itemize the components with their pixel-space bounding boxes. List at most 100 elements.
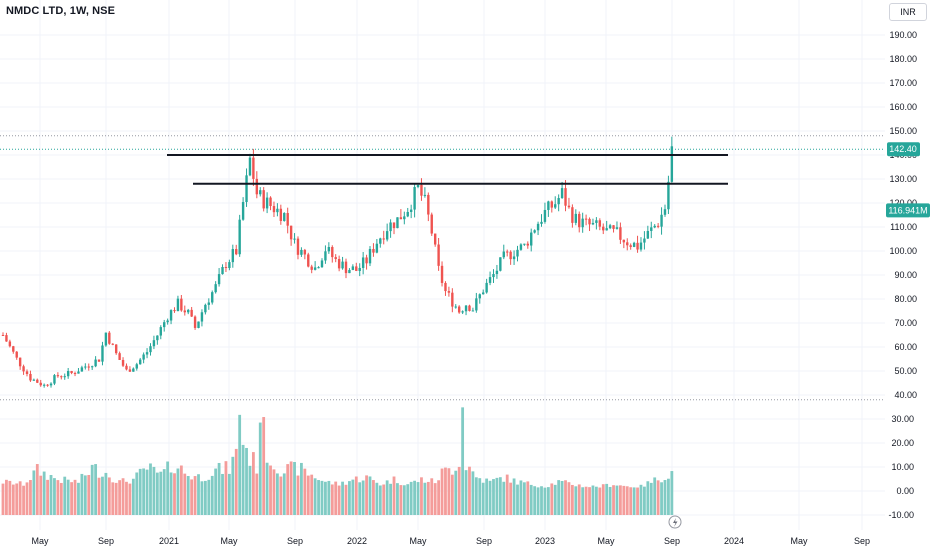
volume-bar: [77, 482, 80, 515]
volume-bar: [461, 407, 465, 515]
volume-bar: [317, 480, 320, 515]
candle-body: [228, 262, 231, 269]
candle-body: [111, 343, 114, 345]
volume-bar: [564, 480, 567, 515]
volume-bar: [570, 484, 574, 515]
candle-body: [32, 379, 36, 381]
volume-bar: [42, 471, 46, 515]
candle-body: [629, 245, 632, 247]
candle-body: [135, 364, 138, 369]
candle-body: [166, 320, 169, 323]
candle-body: [252, 157, 255, 179]
volume-bar: [608, 486, 612, 515]
time-tick-label: 2024: [724, 536, 744, 546]
candle-body: [526, 243, 529, 246]
price-tick-label: 100.00: [889, 246, 917, 256]
candle-body: [444, 282, 447, 292]
volume-bar: [378, 485, 382, 515]
candle-body: [211, 292, 214, 303]
volume-bar: [324, 481, 327, 515]
volume-bar: [276, 473, 279, 515]
volume-bar: [485, 478, 489, 515]
volume-bar: [200, 481, 204, 515]
volume-bar: [63, 476, 67, 515]
volume-bar: [286, 464, 290, 515]
candle-body: [303, 249, 307, 255]
candle-body: [430, 214, 433, 234]
volume-bar: [245, 447, 248, 515]
volume-bar: [351, 479, 355, 515]
candle-body: [447, 291, 451, 293]
volume-bar: [522, 482, 526, 515]
volume-bar: [632, 487, 636, 515]
candle-body: [114, 344, 118, 354]
volume-bar: [344, 484, 348, 515]
volume-bar: [474, 477, 478, 515]
volume-tick-label: 0.00: [896, 486, 914, 496]
volume-bar: [605, 483, 609, 515]
volume-bar: [454, 470, 458, 515]
volume-bar: [478, 478, 482, 515]
volume-bar: [402, 485, 406, 515]
volume-bar: [396, 483, 399, 515]
volume-bar: [526, 481, 530, 515]
volume-bar: [162, 469, 166, 515]
candle-body: [94, 359, 97, 367]
volume-bar: [1, 483, 5, 515]
volume-bar: [399, 485, 403, 515]
price-tick-label: 50.00: [894, 366, 917, 376]
currency-button[interactable]: INR: [889, 3, 927, 21]
volume-bar: [646, 481, 650, 515]
candle-body: [22, 366, 25, 372]
candle-body: [60, 376, 63, 378]
candle-body: [379, 238, 382, 244]
candle-body: [97, 359, 101, 362]
time-tick-label: 2022: [347, 536, 367, 546]
candle-body: [149, 346, 152, 353]
price-tick-label: 130.00: [889, 174, 917, 184]
candle-body: [190, 309, 193, 317]
last-volume-label: 116.941M: [888, 205, 927, 215]
volume-bar: [94, 464, 98, 515]
volume-bar: [406, 484, 410, 515]
candle-body: [334, 257, 337, 260]
candle-body: [567, 205, 571, 208]
volume-bars: [1, 407, 674, 515]
volume-bar: [649, 482, 653, 515]
volume-bar: [536, 487, 540, 515]
volume-bar: [337, 485, 341, 515]
volume-bar: [193, 476, 197, 515]
candle-body: [80, 367, 84, 372]
volume-bar: [227, 473, 231, 515]
volume-bar: [502, 481, 506, 515]
volume-bar: [447, 468, 451, 515]
candle-body: [36, 379, 39, 383]
drawn-trendlines[interactable]: [167, 154, 728, 185]
volume-bar: [238, 414, 242, 515]
candle-body: [128, 369, 132, 372]
candle-body: [145, 352, 149, 355]
volume-bar: [131, 478, 135, 515]
candle-body: [602, 226, 605, 231]
candle-body: [173, 310, 176, 312]
volume-bar: [426, 481, 430, 515]
lightning-icon[interactable]: [668, 515, 682, 529]
time-tick-label: May: [31, 536, 49, 546]
volume-bar: [59, 482, 63, 515]
candle-body: [77, 371, 80, 374]
volume-bar: [111, 482, 115, 515]
candle-body: [485, 282, 488, 293]
candle-body: [519, 244, 523, 250]
volume-bar: [265, 462, 269, 515]
time-tick-label: Sep: [854, 536, 870, 546]
candle-body: [382, 238, 385, 240]
volume-bar: [643, 486, 646, 515]
volume-bar: [509, 482, 513, 515]
volume-bar: [121, 478, 125, 515]
candle-body: [564, 188, 567, 206]
price-tick-label: 180.00: [889, 54, 917, 64]
price-tick-label: 80.00: [894, 294, 917, 304]
last-volume-badge: [886, 203, 930, 218]
